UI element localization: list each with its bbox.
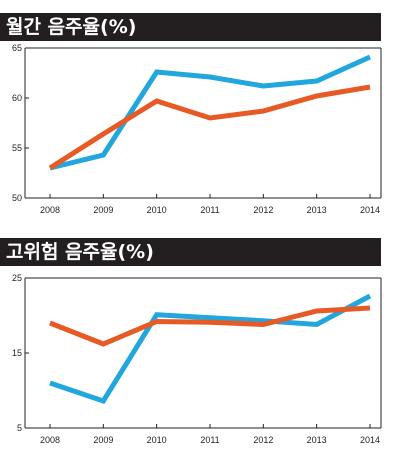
x-tick-label: 2011 <box>200 435 219 445</box>
x-tick-label: 2008 <box>40 205 60 215</box>
y-tick-label: 15 <box>12 348 22 358</box>
y-tick-label: 5 <box>17 423 22 433</box>
x-tick-label: 2013 <box>307 205 327 215</box>
x-tick-label: 2010 <box>147 205 167 215</box>
line-chart-plot: 5 15 25 2008 2009 2010 2011 2012 2013 2014 <box>12 273 382 445</box>
y-tick-label: 65 <box>12 43 22 53</box>
chart-title-bar: 고위험 음주율(%) <box>0 238 381 266</box>
x-tick-label: 2008 <box>40 435 60 445</box>
y-tick-label: 55 <box>12 143 22 153</box>
high-risk-drinking-rate-chart: 고위험 음주율(%) 5 15 25 2008 2009 2010 2011 2012 2013… <box>0 225 400 450</box>
y-tick-label: 50 <box>12 193 22 203</box>
y-tick-label: 25 <box>12 273 22 283</box>
x-tick-label: 2010 <box>147 435 167 445</box>
x-tick-label: 2011 <box>200 205 219 215</box>
x-tick-label: 2013 <box>307 435 327 445</box>
x-tick-label: 2012 <box>253 435 273 445</box>
chart-title: 고위험 음주율(%) <box>6 241 154 263</box>
y-tick-label: 60 <box>12 93 22 103</box>
series-line-1 <box>49 54 372 171</box>
x-tick-label: 2014 <box>360 205 380 215</box>
x-tick-label: 2009 <box>93 435 113 445</box>
series-line-2 <box>49 305 371 347</box>
line-chart-plot: 50 55 60 65 2008 2009 2010 2011 2012 2013 2014 <box>12 43 382 215</box>
chart-title-bar: 월간 음주율(%) <box>0 13 381 41</box>
x-tick-label: 2014 <box>360 435 380 445</box>
monthly-drinking-rate-chart: 월간 음주율(%) 50 55 60 65 2008 2009 2010 2011 2012 20… <box>0 13 382 215</box>
x-tick-label: 2012 <box>253 205 273 215</box>
x-tick-label: 2009 <box>93 205 113 215</box>
chart-title: 월간 음주율(%) <box>6 16 137 38</box>
